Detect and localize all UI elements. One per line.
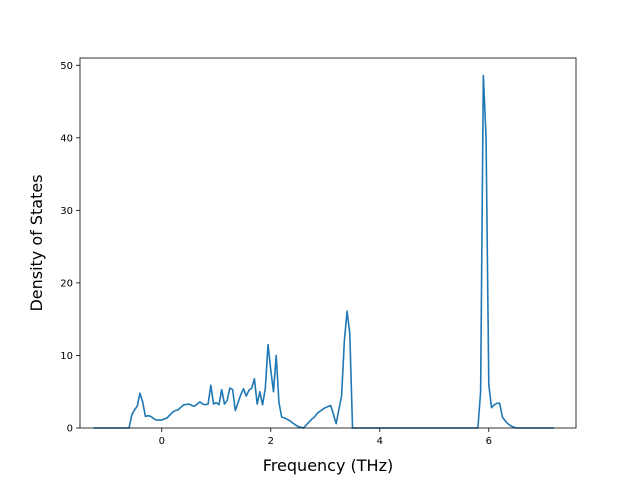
- y-tick-label: 30: [60, 206, 73, 217]
- x-axis-ticks: 0 2 4 6: [159, 428, 492, 447]
- y-tick-label: 20: [60, 278, 73, 289]
- x-axis-label: Frequency (THz): [263, 456, 393, 475]
- y-axis-label: Density of States: [27, 174, 46, 311]
- plot-area: [80, 58, 576, 428]
- y-axis-ticks: 0 10 20 30 40 50: [60, 61, 80, 435]
- x-tick-label: 6: [486, 436, 492, 447]
- plot-frame: [79, 57, 577, 429]
- x-tick-label: 2: [268, 436, 274, 447]
- y-tick-label: 50: [60, 61, 73, 72]
- x-tick-label: 4: [377, 436, 383, 447]
- y-tick-label: 40: [60, 133, 73, 144]
- x-tick-label: 0: [159, 436, 165, 447]
- y-tick-label: 10: [60, 351, 73, 362]
- y-tick-label: 0: [67, 424, 73, 435]
